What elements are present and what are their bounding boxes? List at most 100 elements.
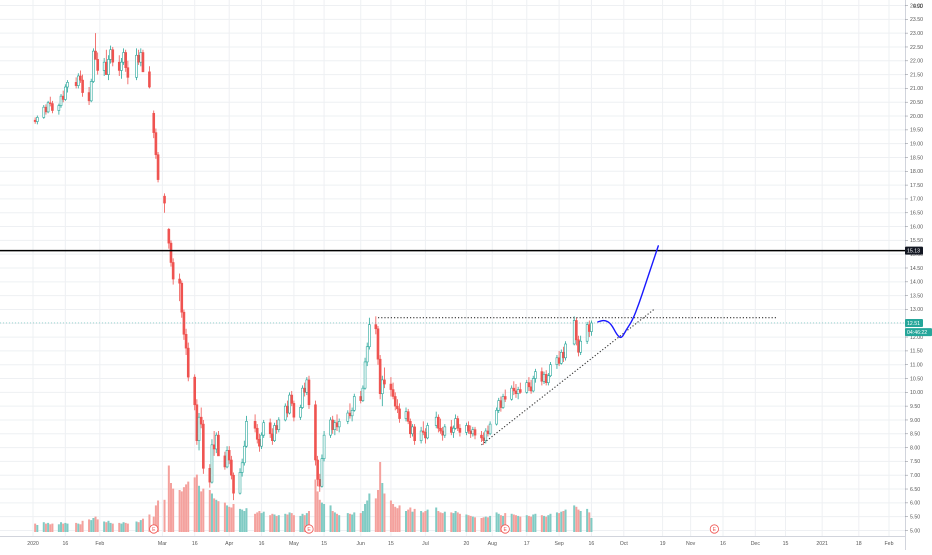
candle-body <box>413 426 416 441</box>
x-tick-label: Nov <box>686 541 696 547</box>
volume-bar <box>202 488 205 532</box>
candle-body <box>503 396 507 400</box>
earnings-event-label: E <box>152 527 156 533</box>
candle-body <box>154 132 158 156</box>
volume-bar <box>137 522 140 532</box>
candle-body <box>322 434 326 459</box>
volume-bar <box>474 517 477 532</box>
volume-bar <box>51 523 54 532</box>
volume-bar <box>167 465 170 532</box>
candle-body <box>380 379 384 395</box>
candle-body <box>512 387 516 392</box>
candle-body <box>391 389 395 397</box>
volume-bar <box>49 524 52 532</box>
candle-body <box>193 376 197 406</box>
earnings-event-label: E <box>504 527 508 533</box>
volume-bar <box>368 493 371 532</box>
x-tick-label: 16 <box>259 541 265 547</box>
candle-body <box>346 412 350 422</box>
candle-body <box>579 340 582 353</box>
volume-bar <box>512 514 515 532</box>
y-tick-label: 17.50 <box>910 183 923 189</box>
candle-body <box>163 195 166 204</box>
x-tick-label: 16 <box>720 541 726 547</box>
volume-bar <box>564 509 567 532</box>
candle-body <box>482 437 485 441</box>
volume-bar <box>241 509 244 532</box>
candle-body <box>96 59 99 71</box>
volume-bar <box>124 522 127 532</box>
x-tick-label: 19 <box>660 541 666 547</box>
volume-bar <box>534 513 537 532</box>
y-tick-label: 7.50 <box>910 459 920 465</box>
y-tick-label: 20.50 <box>910 100 923 106</box>
candle-body <box>240 462 244 473</box>
volume-bar <box>396 508 399 532</box>
price-axis-panel[interactable] <box>905 0 932 550</box>
candle-body <box>333 422 337 430</box>
volume-bar <box>79 524 82 532</box>
volume-bar <box>426 509 429 532</box>
volume-bar <box>338 515 341 532</box>
x-tick-label: 17 <box>524 541 530 547</box>
candle-body <box>454 418 457 429</box>
earnings-event-label: E <box>307 527 311 533</box>
volume-bar <box>88 519 91 532</box>
volume-bar <box>180 491 183 532</box>
volume-bar <box>243 511 246 532</box>
drawings[interactable] <box>0 245 905 446</box>
volume-bar <box>273 514 276 532</box>
y-tick-label: 5.00 <box>910 528 920 534</box>
candle-body <box>378 358 382 395</box>
candle-body <box>61 95 65 100</box>
volume-bar <box>57 524 60 532</box>
volume-bar <box>376 490 379 532</box>
time-axis[interactable]: 2020 16 Feb Mar 16 Apr 16 May 15 Jun 15 Jul 20 Aug 17 S… <box>27 541 893 547</box>
y-tick-label: 11.50 <box>910 349 923 355</box>
volume-bar <box>320 502 323 532</box>
volume-bar <box>232 504 235 532</box>
candle-body <box>195 404 199 441</box>
volume-bar <box>510 513 513 532</box>
volume-bar <box>213 498 216 532</box>
candle-body <box>531 378 535 392</box>
volume-bar <box>111 523 114 532</box>
candle-body <box>465 425 468 433</box>
y-tick-label: 12.00 <box>910 335 923 341</box>
candle-body <box>389 383 393 390</box>
y-tick-label: 11.00 <box>910 363 923 369</box>
candle-body <box>316 459 319 480</box>
volume-bar <box>60 522 63 532</box>
volume-bar <box>135 521 138 532</box>
candlesticks[interactable] <box>33 33 593 501</box>
x-tick-label: 15 <box>388 541 394 547</box>
candle-body <box>363 361 367 389</box>
time-axis-panel[interactable] <box>0 536 905 550</box>
candle-body <box>331 419 335 430</box>
candle-body <box>542 374 546 382</box>
candle-body <box>499 400 503 408</box>
candle-body <box>48 102 52 104</box>
volume-bar <box>178 490 181 532</box>
volume-bar <box>187 481 190 532</box>
volume-bar <box>226 505 229 532</box>
candle-body <box>329 419 332 436</box>
candle-body <box>42 106 46 118</box>
y-tick-label: 9.50 <box>910 404 920 410</box>
volume-bar <box>141 518 144 532</box>
candle-body <box>202 423 205 469</box>
volume-bar <box>314 479 317 532</box>
candle-body <box>268 422 272 435</box>
volume-bar <box>484 516 487 532</box>
y-tick-label: 22.00 <box>910 59 923 65</box>
y-tick-label: 18.00 <box>910 169 923 175</box>
candle-body <box>411 426 414 435</box>
volume-bar <box>364 504 367 532</box>
volume-bar <box>383 493 386 532</box>
candle-body <box>404 411 408 419</box>
candle-body <box>441 430 444 436</box>
candle-body <box>238 472 242 494</box>
